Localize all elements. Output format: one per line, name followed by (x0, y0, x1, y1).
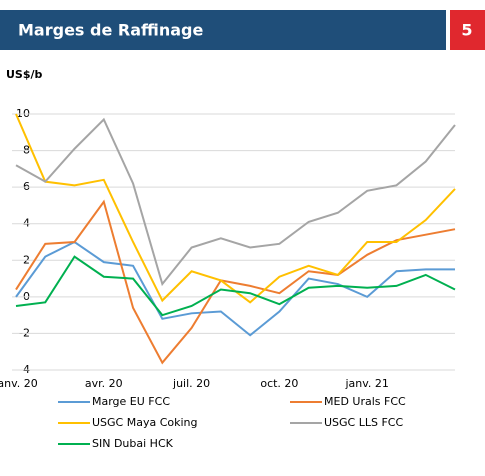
x-tick-label: oct. 20 (260, 377, 298, 390)
series-line (15, 117, 456, 287)
legend-label: MED Urals FCC (324, 395, 406, 408)
series-line (15, 240, 455, 337)
x-tick-label: janv. 20 (0, 377, 38, 390)
y-axis-label: US$/b (6, 68, 43, 81)
header-title: Marges de Raffinage (18, 21, 203, 40)
x-tick-label: janv. 21 (344, 377, 388, 390)
series-line (15, 199, 456, 365)
page-box (450, 10, 485, 50)
series-line (15, 255, 456, 317)
page-number: 5 (461, 21, 472, 40)
x-tick-label: juil. 20 (172, 377, 210, 390)
x-tick-label: avr. 20 (85, 377, 123, 390)
legend-label: USGC LLS FCC (324, 416, 403, 429)
legend-label: Marge EU FCC (92, 395, 170, 408)
legend-label: SIN Dubai HCK (92, 437, 174, 450)
header-bar (0, 10, 446, 50)
legend-label: USGC Maya Coking (92, 416, 198, 429)
